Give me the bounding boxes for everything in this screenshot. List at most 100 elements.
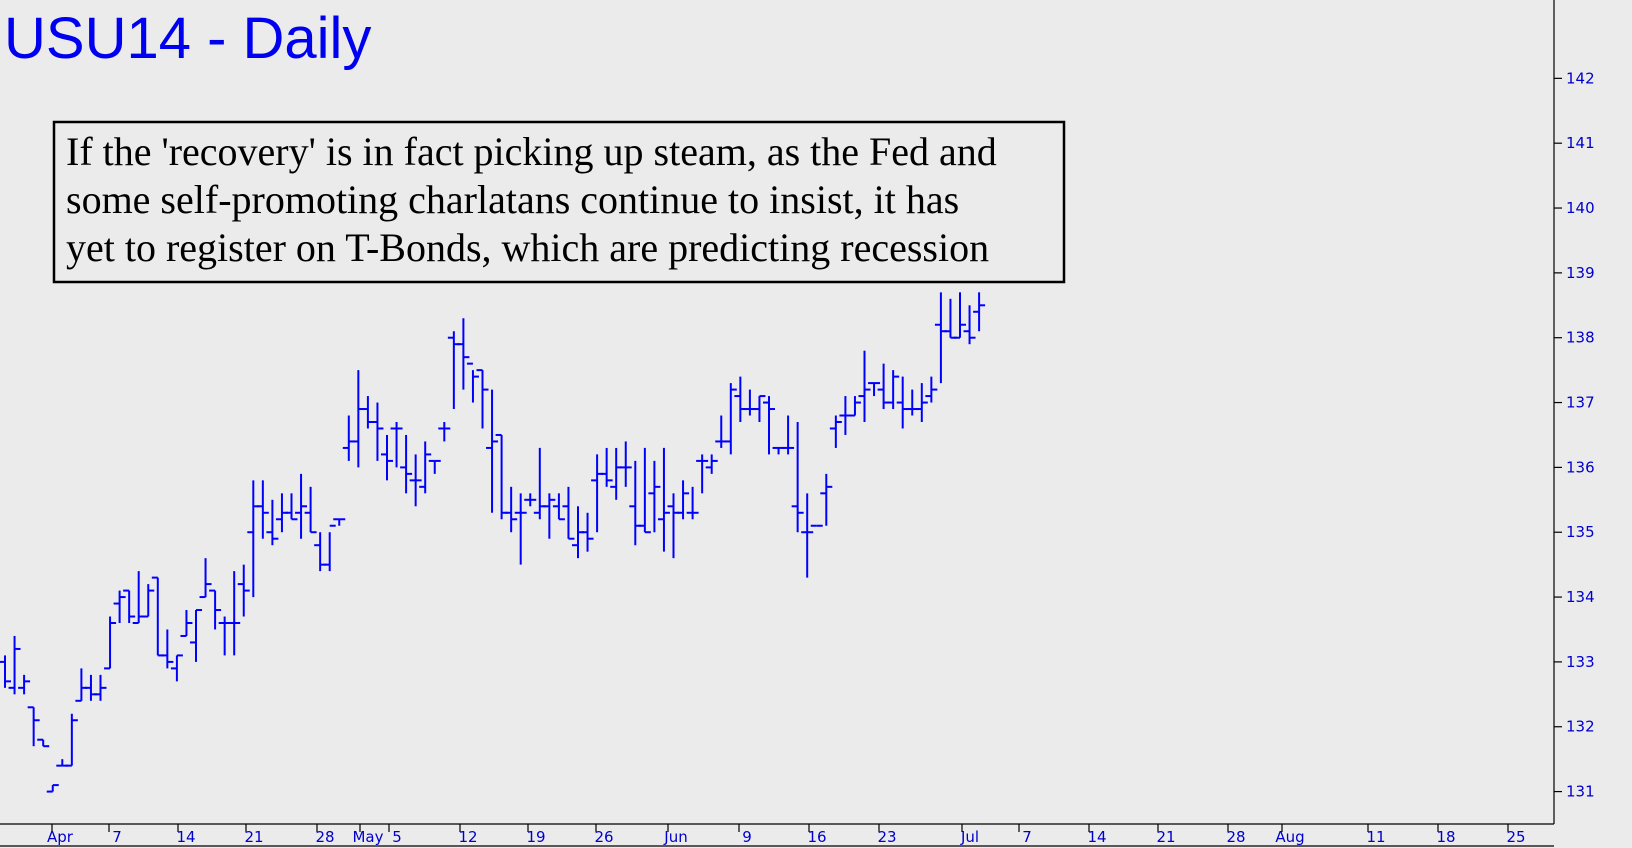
price-bar: [868, 382, 881, 397]
price-bar: [782, 415, 795, 455]
price-bar: [151, 576, 164, 657]
price-bar: [94, 674, 107, 701]
price-bar: [610, 447, 623, 500]
annotation-line-1: If the 'recovery' is in fact picking up …: [66, 129, 997, 174]
price-bar: [333, 518, 346, 526]
price-bar: [428, 459, 441, 474]
price-bar: [896, 376, 909, 429]
x-tick-label: 11: [1366, 828, 1385, 846]
price-bar: [591, 454, 604, 533]
price-bar: [954, 292, 966, 339]
price-bar: [132, 571, 145, 624]
price-bar: [657, 447, 670, 552]
x-tick-label: 14: [1087, 828, 1106, 846]
y-tick-label: 134: [1566, 588, 1595, 606]
y-tick-label: 140: [1566, 199, 1595, 217]
price-bar: [113, 590, 126, 623]
x-tick-label: 25: [1506, 828, 1525, 846]
price-bar: [848, 396, 861, 417]
price-bar: [963, 305, 976, 345]
price-bar: [237, 564, 250, 617]
price-bar: [944, 298, 957, 339]
price-bar: [352, 370, 365, 468]
price-bar: [18, 674, 31, 695]
price-bar: [304, 486, 317, 534]
price-bar: [667, 493, 680, 559]
y-tick-label: 142: [1566, 69, 1595, 87]
y-tick-label: 136: [1566, 458, 1595, 476]
x-tick-label: 12: [458, 828, 477, 846]
y-tick-label: 139: [1566, 264, 1595, 282]
price-bar: [734, 376, 747, 422]
price-bar: [84, 674, 97, 701]
y-tick-label: 138: [1566, 329, 1595, 347]
price-bar: [753, 395, 766, 422]
price-bar: [170, 654, 183, 682]
price-bar: [934, 292, 947, 384]
x-tick-label: May: [352, 828, 383, 846]
price-bar: [0, 655, 11, 688]
annotation-line-2: some self-promoting charlatans continue …: [66, 177, 959, 222]
price-bar: [705, 454, 718, 474]
x-tick-label: Jun: [663, 828, 687, 846]
price-bar: [390, 422, 403, 468]
x-tick-label: 5: [392, 828, 402, 846]
price-bar: [763, 396, 775, 455]
price-bar: [476, 369, 489, 429]
price-bar: [743, 389, 756, 416]
x-tick-label: 23: [877, 828, 896, 846]
price-bar: [190, 609, 202, 662]
price-bar: [104, 616, 117, 670]
x-tick-label: 18: [1436, 828, 1455, 846]
price-bar: [142, 584, 155, 618]
price-bar: [724, 383, 737, 455]
price-bar: [447, 331, 460, 410]
price-bar: [973, 292, 986, 332]
x-tick-label: Aug: [1275, 828, 1304, 846]
y-axis-ticks: 131 132 133 134 135 136 137 138 139 140 141 142: [1554, 69, 1595, 801]
price-bar: [533, 447, 546, 520]
x-tick-label: 28: [1226, 828, 1245, 846]
y-tick-label: 131: [1566, 783, 1595, 801]
price-bar: [457, 318, 470, 390]
price-bar: [495, 433, 508, 520]
price-bar: [858, 350, 871, 422]
price-bar: [361, 396, 374, 429]
price-bar: [247, 480, 260, 598]
price-bar: [65, 713, 78, 767]
price-bar: [648, 460, 661, 533]
price-bar: [543, 493, 556, 539]
x-tick-label: 9: [742, 828, 752, 846]
price-bar: [629, 460, 642, 546]
price-bars: [0, 292, 986, 793]
x-tick-label: 26: [594, 828, 613, 846]
price-bar: [37, 738, 50, 748]
price-bar: [619, 441, 632, 487]
x-axis-ticks: Apr 7 14 21 28 May 5 12 19 26 Jun 9 16 23 Jul 7 14 21 28 Au…: [47, 824, 1526, 846]
price-bar: [791, 422, 804, 533]
x-tick-label: 16: [807, 828, 826, 846]
price-bar: [199, 558, 212, 599]
price-bar: [323, 524, 336, 572]
x-tick-label: Apr: [47, 828, 74, 846]
price-bar: [27, 706, 40, 747]
price-bar: [801, 493, 814, 578]
price-bar: [438, 422, 451, 442]
price-bar: [75, 668, 88, 702]
price-bar: [562, 486, 575, 540]
price-bar: [552, 493, 565, 521]
price-bar: [887, 370, 900, 410]
price-bar: [686, 486, 699, 520]
price-bar: [381, 434, 393, 481]
price-bar: [677, 480, 690, 520]
price-bar: [514, 493, 527, 565]
price-bar: [46, 784, 59, 793]
y-tick-label: 133: [1566, 653, 1595, 671]
x-tick-label: 7: [1022, 828, 1032, 846]
y-tick-label: 141: [1566, 134, 1595, 152]
x-tick-label: 7: [112, 828, 122, 846]
price-bar: [161, 629, 174, 669]
price-bar: [400, 434, 413, 494]
price-bar: [715, 415, 728, 448]
y-tick-label: 135: [1566, 523, 1595, 541]
